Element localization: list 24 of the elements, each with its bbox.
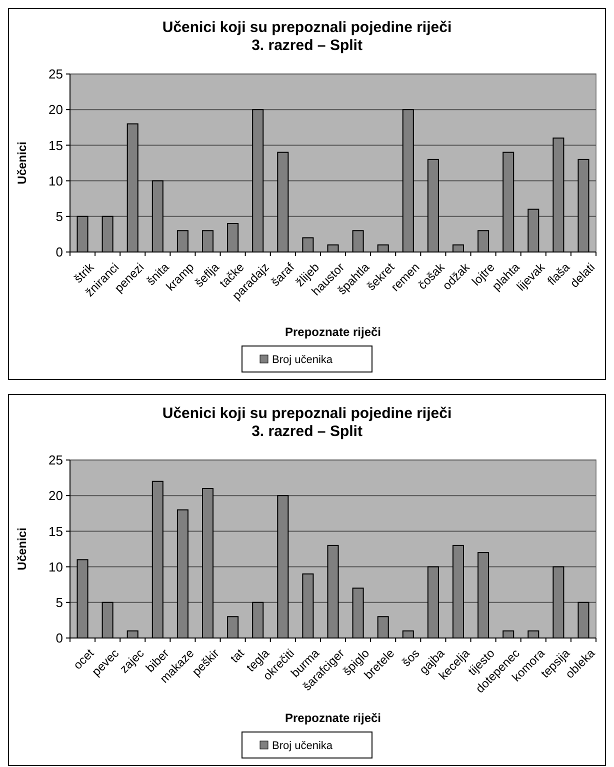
y-tick-label: 5 [56,594,63,610]
y-tick-label: 20 [48,488,63,504]
y-tick-label: 0 [56,244,63,260]
chart-title: Učenici koji su prepoznali pojedine riječi [162,19,452,36]
chart-subtitle: 3. razred – Split [252,423,362,440]
y-tick-label: 15 [48,138,63,153]
x-tick-label: tat [228,646,248,666]
x-axis-title: Prepoznate riječi [284,711,382,725]
x-axis-title: Prepoznate riječi [284,325,382,339]
x-tick-label: šos [399,646,422,670]
y-tick-label: 20 [48,102,63,118]
y-tick-label: 10 [48,173,63,188]
legend-label: Broj učenika [272,740,334,752]
y-axis-title: Učenici [15,528,29,570]
y-tick-label: 15 [48,524,63,539]
chart-title: Učenici koji su prepoznali pojedine riječi [162,405,452,422]
legend-label: Broj učenika [272,354,334,366]
y-tick-label: 25 [48,452,63,468]
y-axis-title: Učenici [15,142,29,184]
y-tick-label: 0 [56,630,63,646]
y-tick-label: 25 [48,66,63,82]
chart-subtitle: 3. razred – Split [252,37,362,54]
y-tick-label: 5 [56,208,63,224]
y-tick-label: 10 [48,559,63,574]
